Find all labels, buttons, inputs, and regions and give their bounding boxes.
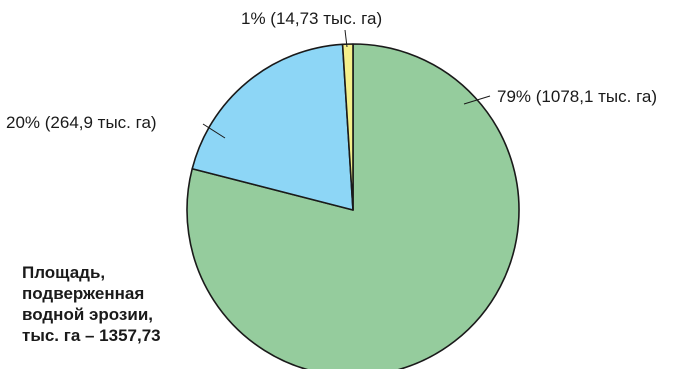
slice-label-1: 1% (14,73 тыс. га) [241,9,382,28]
pie-slices [186,43,520,369]
pie-slice-1 [341,43,354,211]
leader-line-79 [463,95,491,105]
pie-slice-20 [191,43,354,211]
caption-line: Площадь, [22,263,106,282]
caption-line: тыс. га – 1357,73 [22,326,161,345]
caption-line: подверженная [22,284,145,303]
pie-slice-79 [186,43,520,369]
chart-caption: Площадь, подверженная водной эрозии, тыс… [22,262,232,346]
caption-line: водной эрозии, [22,305,154,324]
leader-line-1 [344,29,348,48]
slice-label-20: 20% (264,9 тыс. га) [6,113,157,132]
leader-line-20 [202,123,226,139]
slice-label-79: 79% (1078,1 тыс. га) [497,87,657,106]
